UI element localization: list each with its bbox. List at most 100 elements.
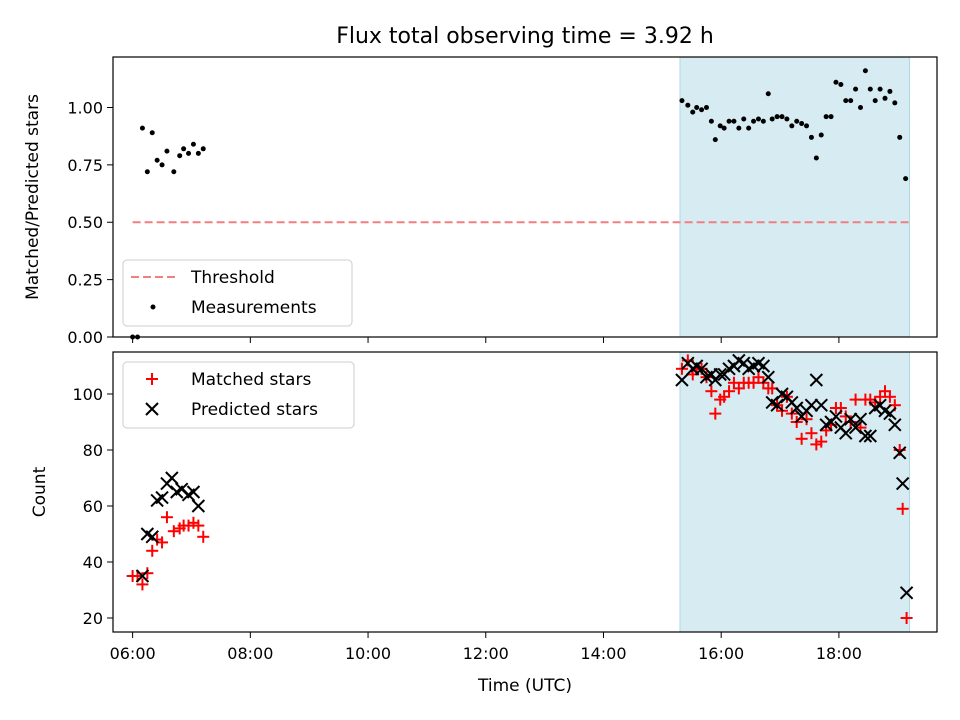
measurement-point xyxy=(867,86,873,92)
top-y-tick-label: 0.75 xyxy=(67,156,103,175)
predicted-star-stroke xyxy=(186,485,201,499)
predicted-star-point xyxy=(863,429,878,443)
predicted-star-stroke xyxy=(694,362,709,376)
predicted-star-stroke xyxy=(843,412,858,426)
predicted-star-stroke xyxy=(756,359,771,373)
measurement-point xyxy=(897,134,903,140)
predicted-star-stroke xyxy=(848,420,863,435)
measurement-point xyxy=(799,121,805,127)
x-tick-label: 08:00 xyxy=(227,644,273,663)
measurement-point xyxy=(159,162,165,168)
predicted-star-point xyxy=(814,398,828,412)
measurement-point xyxy=(833,79,839,85)
predicted-star-point xyxy=(756,359,771,373)
threshold-legend-label: Threshold xyxy=(190,268,275,288)
measurement-point xyxy=(149,130,155,136)
measurement-point xyxy=(181,146,187,152)
predicted-star-stroke xyxy=(140,527,155,541)
measurement-point xyxy=(703,104,709,110)
x-tick-label: 18:00 xyxy=(816,644,862,663)
measurement-point xyxy=(857,104,863,110)
predicted-star-stroke xyxy=(899,586,914,600)
measurement-point xyxy=(877,86,883,92)
x-axis-label: Time (UTC) xyxy=(477,676,572,696)
predicted-star-stroke xyxy=(863,429,878,443)
measurement-point xyxy=(892,100,898,106)
measurement-point xyxy=(195,150,201,156)
predicted-star-stroke xyxy=(689,359,704,373)
measurement-point xyxy=(736,125,742,131)
bottom-series-predicted-stars xyxy=(135,353,914,600)
top-panel: 0.00 0.25 0.50 0.75 1.00 xyxy=(67,56,938,347)
measurement-point xyxy=(726,118,732,124)
bottom-y-tick-label: 60 xyxy=(83,497,103,516)
predicted-star-stroke xyxy=(829,409,843,424)
measurement-point xyxy=(186,150,192,156)
predicted-star-point xyxy=(761,370,775,384)
predicted-star-stroke xyxy=(809,373,824,387)
predicted-star-point xyxy=(165,471,179,485)
predicted-star-stroke xyxy=(165,471,179,485)
predicted-star-point xyxy=(895,476,910,491)
predicted-star-point xyxy=(804,398,819,412)
matched-star-point xyxy=(141,567,154,580)
measurement-point xyxy=(685,102,691,108)
predicted-star-stroke xyxy=(888,418,902,432)
measurement-point xyxy=(818,132,824,138)
measurement-point xyxy=(862,68,868,74)
matched-stars-legend-marker xyxy=(146,373,158,385)
top-axes-frame xyxy=(112,56,938,338)
measurement-point xyxy=(731,118,737,124)
predicted-star-stroke xyxy=(191,499,206,513)
top-y-tick-label: 0.00 xyxy=(67,328,103,347)
measurement-point xyxy=(164,148,170,154)
measurement-point xyxy=(746,125,752,131)
top-y-tick-label: 1.00 xyxy=(67,98,103,117)
measurement-point xyxy=(708,118,714,124)
matched-star-point xyxy=(805,427,818,440)
bottom-y-tick-label: 80 xyxy=(83,441,103,460)
measurement-point xyxy=(903,176,909,182)
x-tick-label: 12:00 xyxy=(463,644,509,663)
matched-star-point xyxy=(192,519,205,532)
measurement-point xyxy=(751,118,757,124)
predicted-star-point xyxy=(888,418,902,432)
measurement-point xyxy=(755,116,761,122)
top-legend-box xyxy=(122,259,353,327)
matched-star-point xyxy=(795,432,808,445)
bottom-legend: Matched stars Predicted stars xyxy=(122,361,355,429)
measurement-point xyxy=(690,109,696,115)
bottom-y-tick-label: 40 xyxy=(83,553,103,572)
bottom-y-tick-label: 20 xyxy=(83,609,103,628)
matched-stars-legend-label: Matched stars xyxy=(191,370,311,390)
predicted-star-stroke xyxy=(814,398,828,412)
predicted-star-point xyxy=(713,367,727,382)
predicted-star-stroke xyxy=(751,356,766,370)
measurement-point xyxy=(699,107,705,113)
x-tick-label: 10:00 xyxy=(345,644,391,663)
predicted-star-stroke xyxy=(858,429,873,443)
measurement-point xyxy=(712,137,718,143)
measurement-point xyxy=(171,169,177,175)
measurement-point xyxy=(838,82,844,88)
predicted-star-point xyxy=(191,499,206,513)
predicted-star-stroke xyxy=(895,476,910,491)
measurements-legend-label: Measurements xyxy=(191,298,317,318)
predicted-stars-legend-label: Predicted stars xyxy=(191,400,318,420)
top-y-tick-label: 0.25 xyxy=(67,271,103,290)
measurement-point xyxy=(139,125,145,131)
x-tick-label: 06:00 xyxy=(110,644,156,663)
measurement-point xyxy=(808,134,814,140)
measurement-point xyxy=(760,118,766,124)
bottom-highlight-span xyxy=(679,351,911,633)
matched-star-point xyxy=(900,612,913,624)
predicted-star-stroke xyxy=(155,490,169,505)
x-tick-label: 16:00 xyxy=(698,644,744,663)
measurement-point xyxy=(200,146,206,152)
measurement-point xyxy=(769,116,775,122)
measurement-point xyxy=(804,123,810,129)
predicted-star-point xyxy=(883,406,897,421)
bottom-panel: 20 40 60 80 100 06:00 08:00 10:00 12:00 14:00 16:0… xyxy=(72,351,938,663)
predicted-stars-legend-marker xyxy=(145,402,159,416)
measurement-point xyxy=(694,104,700,110)
